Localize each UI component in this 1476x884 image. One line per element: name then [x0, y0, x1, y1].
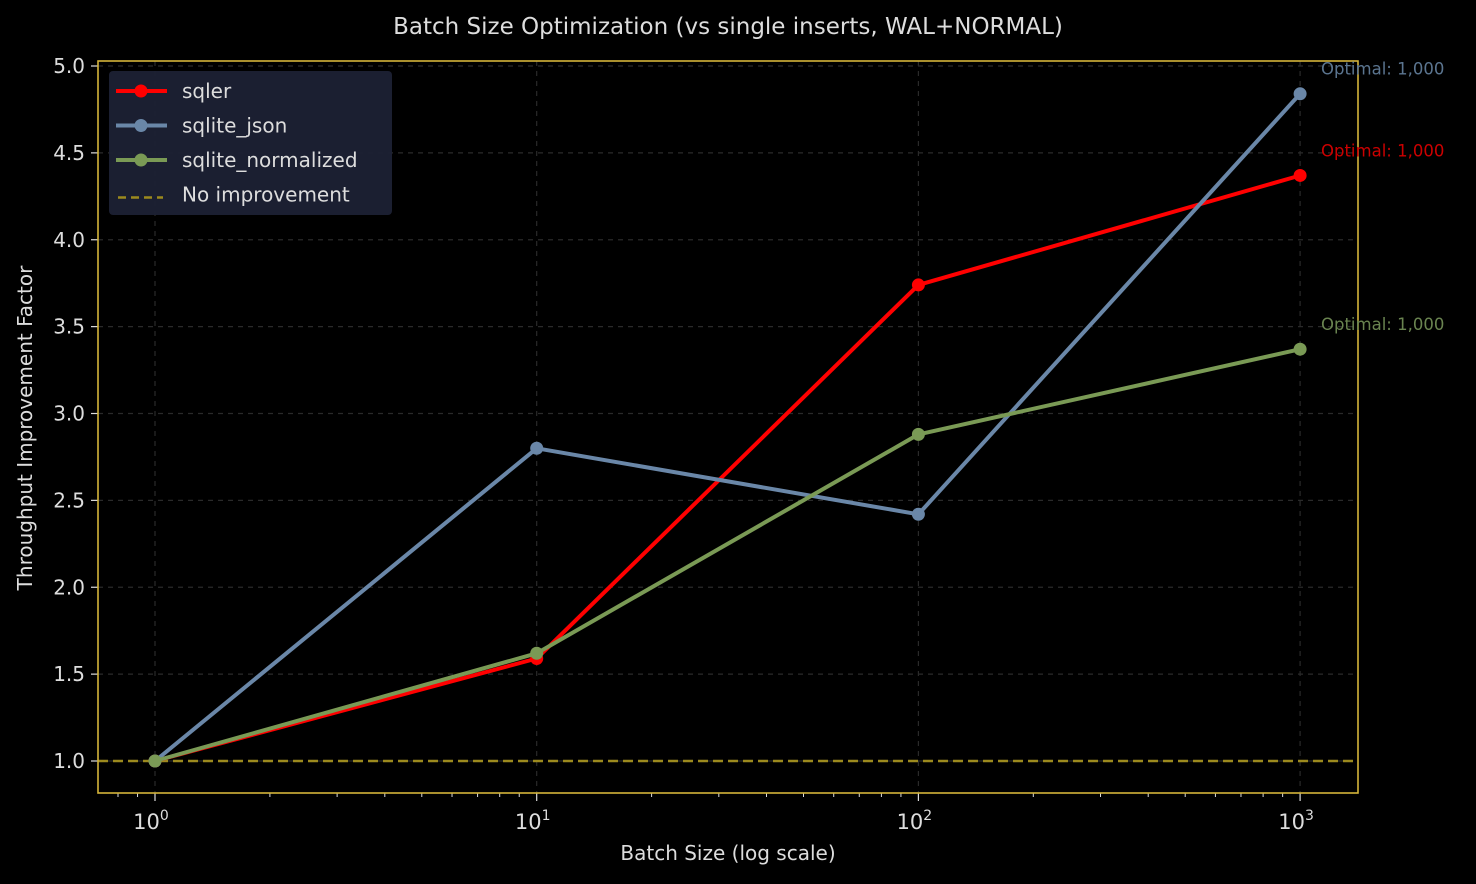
y-tick-label: 1.5 — [53, 662, 85, 686]
y-tick-label: 4.5 — [53, 141, 85, 165]
legend-item-no-improvement: No improvement — [118, 183, 350, 207]
x-axis-label: Batch Size (log scale) — [620, 841, 835, 865]
optimal-annotation-sqler: Optimal: 1,000 — [1321, 141, 1444, 160]
legend-background — [109, 71, 392, 215]
data-point-marker — [911, 278, 925, 292]
y-tick-label: 4.0 — [53, 228, 85, 252]
legend-label: No improvement — [182, 183, 350, 207]
chart-title: Batch Size Optimization (vs single inser… — [393, 14, 1063, 40]
y-axis-ticks: 1.0 1.5 2.0 2.5 3.0 3.5 4.0 4.5 5.0 — [53, 54, 98, 773]
y-tick-label: 2.5 — [53, 488, 85, 512]
x-tick-label: 101 — [515, 808, 551, 834]
legend-swatch-marker — [134, 84, 148, 98]
series-sqlite-normalized — [148, 342, 1307, 768]
legend-swatch-marker — [134, 153, 148, 167]
x-axis-ticks: 100 101 102 103 — [117, 793, 1314, 834]
series-lines — [148, 87, 1307, 768]
series-line — [153, 92, 1302, 763]
x-tick-label: 100 — [133, 808, 169, 834]
y-tick-label: 2.0 — [53, 575, 85, 599]
data-point-marker — [1293, 342, 1307, 356]
y-tick-label: 3.0 — [53, 402, 85, 426]
legend-label: sqlite_json — [182, 114, 287, 138]
y-axis-label: Throughput Improvement Factor — [13, 265, 37, 591]
legend-item-sqlite-normalized: sqlite_normalized — [116, 148, 358, 172]
optimal-annotation-sqlite-normalized: Optimal: 1,000 — [1321, 315, 1444, 334]
data-point-marker — [911, 427, 925, 441]
legend: sqler sqlite_json sqlite_normalized No impr… — [109, 71, 392, 215]
data-point-marker — [530, 646, 544, 660]
legend-item-sqler: sqler — [116, 79, 232, 103]
data-point-marker — [148, 754, 162, 768]
legend-item-sqlite-json: sqlite_json — [116, 114, 287, 138]
y-tick-label: 1.0 — [53, 749, 85, 773]
data-point-marker — [1293, 168, 1307, 182]
series-line — [154, 347, 1301, 763]
data-point-marker — [1293, 87, 1307, 101]
optimal-annotations: Optimal: 1,000 Optimal: 1,000 Optimal: 1,0… — [1321, 60, 1444, 334]
legend-label: sqler — [182, 79, 232, 103]
y-tick-label: 5.0 — [53, 54, 85, 78]
series-line — [154, 173, 1301, 763]
legend-label: sqlite_normalized — [182, 148, 358, 172]
data-point-marker — [530, 441, 544, 455]
data-point-marker — [911, 507, 925, 521]
optimal-annotation-sqlite-json: Optimal: 1,000 — [1321, 60, 1444, 79]
axes-border — [97, 60, 1359, 794]
y-tick-label: 3.5 — [53, 315, 85, 339]
x-tick-label: 103 — [1278, 808, 1314, 834]
x-tick-label: 102 — [897, 808, 933, 834]
legend-swatch-marker — [134, 119, 148, 132]
